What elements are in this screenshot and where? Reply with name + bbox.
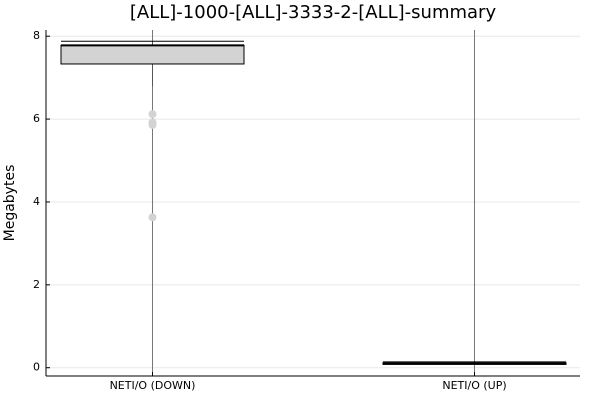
y-tick-label: 8 bbox=[33, 29, 40, 42]
box bbox=[60, 44, 245, 65]
outlier bbox=[148, 213, 157, 222]
y-tick-label: 0 bbox=[33, 361, 40, 374]
outlier bbox=[148, 120, 157, 129]
chart-title: [ALL]-1000-[ALL]-3333-2-[ALL]-summary bbox=[130, 2, 497, 23]
y-tick-label: 6 bbox=[33, 112, 40, 125]
y-tick-label: 2 bbox=[33, 278, 40, 291]
x-tick-label: NETI/O (DOWN) bbox=[110, 379, 196, 392]
outlier bbox=[148, 110, 157, 119]
y-axis-label: Megabytes bbox=[2, 165, 18, 242]
y-tick-label: 4 bbox=[33, 195, 40, 208]
x-tick-label: NETI/O (UP) bbox=[442, 379, 506, 392]
